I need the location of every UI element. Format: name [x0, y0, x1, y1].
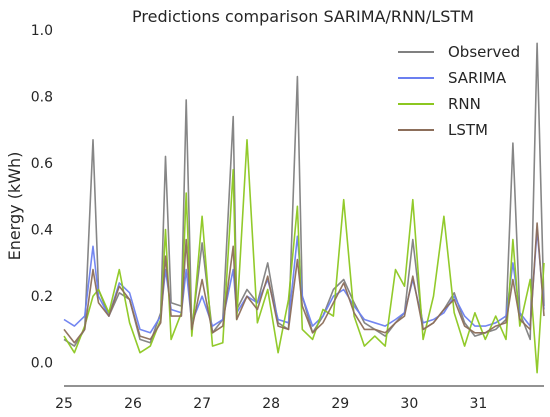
legend-label-rnn: RNN [448, 95, 481, 113]
x-tick-label: 31 [469, 396, 487, 412]
legend-label-lstm: LSTM [448, 121, 488, 139]
y-tick-labels: 0.0 0.2 0.4 0.6 0.8 1.0 [31, 23, 53, 372]
x-tick-label: 29 [331, 396, 349, 412]
legend: Observed SARIMA RNN LSTM [398, 43, 520, 139]
y-tick-label: 1.0 [31, 23, 53, 39]
x-tick-label: 28 [262, 396, 280, 412]
y-tick-label: 0.4 [31, 223, 53, 239]
x-tick-label: 30 [400, 396, 418, 412]
y-tick-label: 0.8 [31, 90, 53, 106]
y-axis-label: Energy (kWh) [5, 152, 24, 261]
series-line-observed [63, 42, 545, 347]
x-tick-label: 26 [124, 396, 142, 412]
y-tick-label: 0.2 [31, 289, 53, 305]
legend-label-sarima: SARIMA [448, 69, 507, 87]
chart-title: Predictions comparison SARIMA/RNN/LSTM [132, 7, 474, 26]
y-tick-label: 0.6 [31, 156, 53, 172]
y-tick-label: 0.0 [31, 356, 53, 372]
plot-series-group [63, 42, 545, 374]
x-tick-labels: 25 26 27 28 29 30 31 [55, 396, 487, 412]
series-line-sarima [63, 228, 545, 334]
series-line-lstm [63, 222, 545, 344]
legend-label-observed: Observed [448, 43, 520, 61]
x-tick-label: 25 [55, 396, 73, 412]
x-tick-label: 27 [193, 396, 211, 412]
series-line-rnn [63, 139, 545, 374]
